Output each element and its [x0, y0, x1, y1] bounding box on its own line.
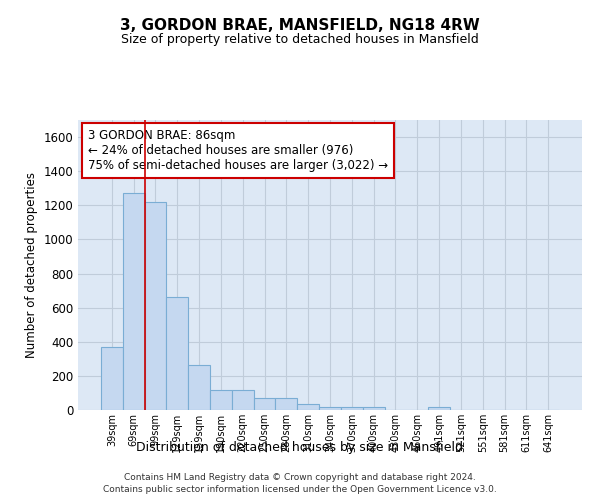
Text: Distribution of detached houses by size in Mansfield: Distribution of detached houses by size …	[137, 441, 464, 454]
Text: Contains HM Land Registry data © Crown copyright and database right 2024.: Contains HM Land Registry data © Crown c…	[124, 473, 476, 482]
Text: Size of property relative to detached houses in Mansfield: Size of property relative to detached ho…	[121, 32, 479, 46]
Bar	[297, 404, 319, 410]
Bar	[275, 398, 297, 410]
Bar	[341, 406, 363, 410]
Bar	[166, 298, 188, 410]
Text: 3, GORDON BRAE, MANSFIELD, NG18 4RW: 3, GORDON BRAE, MANSFIELD, NG18 4RW	[120, 18, 480, 32]
Bar	[145, 202, 166, 410]
Bar	[188, 365, 210, 410]
Bar	[363, 408, 385, 410]
Bar	[232, 390, 254, 410]
Bar	[254, 398, 275, 410]
Y-axis label: Number of detached properties: Number of detached properties	[25, 172, 38, 358]
Bar	[101, 347, 123, 410]
Bar	[123, 194, 145, 410]
Bar	[428, 407, 450, 410]
Text: 3 GORDON BRAE: 86sqm
← 24% of detached houses are smaller (976)
75% of semi-deta: 3 GORDON BRAE: 86sqm ← 24% of detached h…	[88, 128, 388, 172]
Bar	[319, 406, 341, 410]
Text: Contains public sector information licensed under the Open Government Licence v3: Contains public sector information licen…	[103, 484, 497, 494]
Bar	[210, 390, 232, 410]
